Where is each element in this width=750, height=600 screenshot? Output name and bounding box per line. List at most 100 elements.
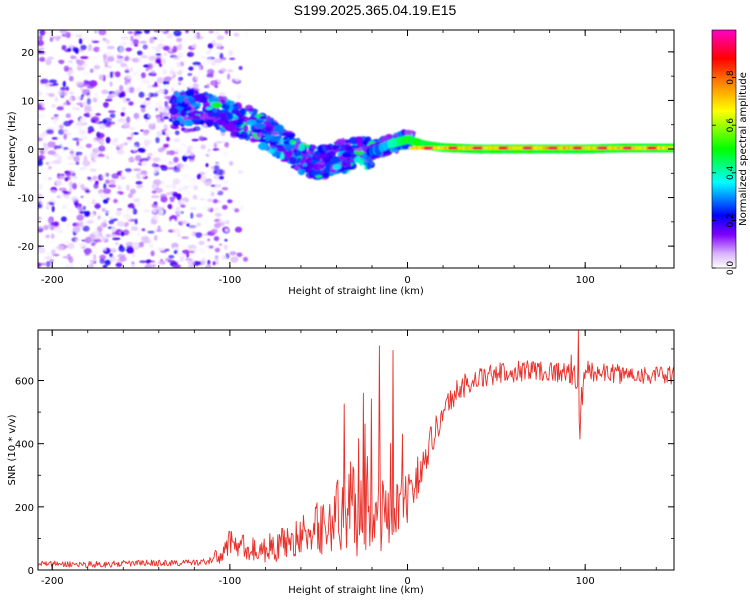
signal-blob [180,109,188,117]
noise-speckle [180,204,186,208]
noise-speckle [188,264,195,268]
noise-speckle [119,244,124,250]
noise-speckle [195,213,203,218]
signal-blob [265,134,270,142]
noise-speckle [78,246,82,249]
noise-speckle [46,129,54,135]
noise-speckle [186,51,195,58]
noise-speckle [185,167,193,174]
noise-speckle [210,80,219,86]
noise-speckle [149,59,156,64]
noise-speckle [216,51,220,55]
noise-speckle [166,33,174,39]
noise-speckle [63,133,68,140]
signal-blob [299,166,311,170]
signal-blob [267,148,276,154]
noise-speckle [139,142,145,148]
noise-speckle [64,62,72,65]
colorbar-gradient [712,30,736,268]
noise-speckle [38,107,46,111]
noise-speckle [51,249,56,256]
noise-speckle [108,110,116,114]
noise-speckle [111,173,120,179]
noise-speckle [224,141,229,148]
noise-speckle [38,47,45,51]
noise-speckle [137,231,141,237]
noise-speckle [89,111,94,117]
noise-speckle [193,185,198,191]
noise-speckle [54,97,58,102]
noise-speckle [38,262,42,268]
noise-speckle [212,261,216,266]
noise-speckle [65,113,72,119]
noise-speckle [214,42,223,48]
noise-speckle [109,71,114,79]
noise-speckle [192,61,201,66]
noise-speckle [177,164,181,169]
noise-speckle [164,100,169,108]
noise-speckle [133,112,140,119]
noise-speckle [154,229,163,232]
noise-speckle [105,98,113,102]
noise-speckle [136,50,143,56]
signal-blob [366,162,372,170]
noise-speckle [147,152,154,157]
noise-speckle [130,263,135,268]
noise-speckle [72,137,80,141]
noise-speckle [66,155,75,161]
noise-speckle [38,91,43,97]
noise-speckle [53,114,59,117]
noise-speckle [170,199,175,203]
noise-speckle [98,215,106,222]
noise-speckle [98,74,104,81]
noise-speckle [68,75,74,82]
noise-speckle [204,179,212,187]
noise-speckle [175,45,183,51]
noise-speckle [215,161,220,165]
noise-speckle [224,238,228,242]
noise-speckle [221,153,230,158]
noise-speckle [167,259,176,263]
noise-speckle [126,136,133,140]
noise-speckle [210,191,215,197]
noise-speckle [227,69,234,73]
noise-speckle [162,69,167,75]
noise-speckle [180,199,186,205]
signal-blob [341,151,351,158]
noise-speckle [114,242,119,246]
noise-speckle [44,256,52,260]
noise-speckle [52,83,59,86]
noise-speckle [219,219,226,223]
noise-speckle [66,82,72,88]
noise-speckle [156,77,164,84]
noise-speckle [105,136,111,144]
noise-speckle [98,30,107,36]
noise-speckle [196,173,202,180]
signal-blob [168,107,179,115]
noise-speckle [75,121,84,126]
noise-speckle [38,158,43,162]
spectrogram-x-label: Height of straight line (km) [288,286,424,297]
noise-speckle [216,35,224,40]
noise-speckle [169,196,176,200]
signal-blob [212,102,222,109]
noise-speckle [72,175,78,180]
noise-speckle [119,85,124,92]
spectrogram-y-ticks: 20 10 0 -10 -20 [18,48,674,253]
noise-speckle [89,212,96,219]
noise-speckle [49,189,57,195]
noise-speckle [153,235,158,241]
noise-speckle [75,161,80,166]
noise-speckle [63,120,72,127]
noise-speckle [172,264,181,268]
noise-speckle [149,131,158,137]
noise-speckle [230,198,238,205]
noise-speckle [200,31,209,36]
noise-speckle [213,198,218,204]
noise-speckle [84,104,92,111]
noise-speckle [203,137,208,141]
spectrogram-y-label: Frequency (Hz) [7,111,18,187]
noise-speckle [199,47,203,54]
noise-speckle [142,248,149,253]
signal-blob [251,138,261,142]
